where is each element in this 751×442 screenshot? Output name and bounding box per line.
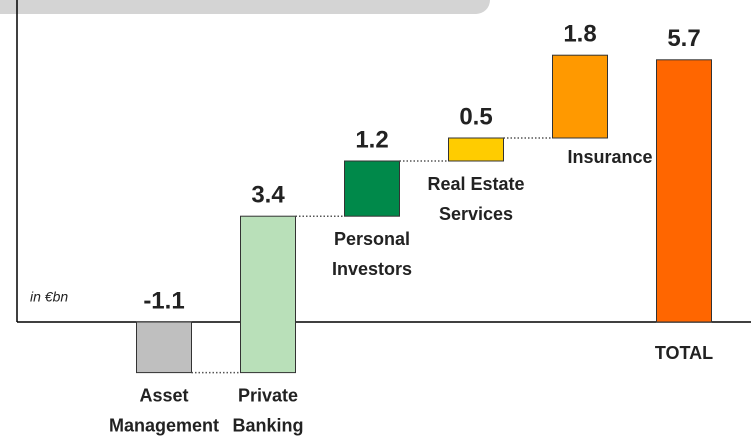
bar <box>136 321 192 374</box>
category-label: Management <box>109 415 219 435</box>
category-label: Services <box>439 204 513 224</box>
value-label: 0.5 <box>459 103 492 130</box>
value-label: 5.7 <box>667 25 700 52</box>
value-label: 1.2 <box>355 126 388 153</box>
category-label: Insurance <box>567 147 652 167</box>
category-label: TOTAL <box>655 343 713 363</box>
value-label: 3.4 <box>251 182 285 209</box>
bar <box>344 160 400 217</box>
header-band <box>0 0 490 14</box>
category-label: Real Estate <box>427 174 524 194</box>
category-label: Personal <box>334 229 410 249</box>
bar <box>240 215 296 374</box>
bar <box>448 137 504 162</box>
value-label: 1.8 <box>563 21 596 48</box>
category-label: Banking <box>232 415 303 435</box>
unit-note: in €bn <box>30 289 68 305</box>
bar <box>552 54 608 139</box>
value-label: -1.1 <box>143 287 184 314</box>
category-label: Asset <box>139 385 188 405</box>
category-label: Private <box>238 385 298 405</box>
bar <box>656 59 712 323</box>
category-label: Investors <box>332 259 412 279</box>
